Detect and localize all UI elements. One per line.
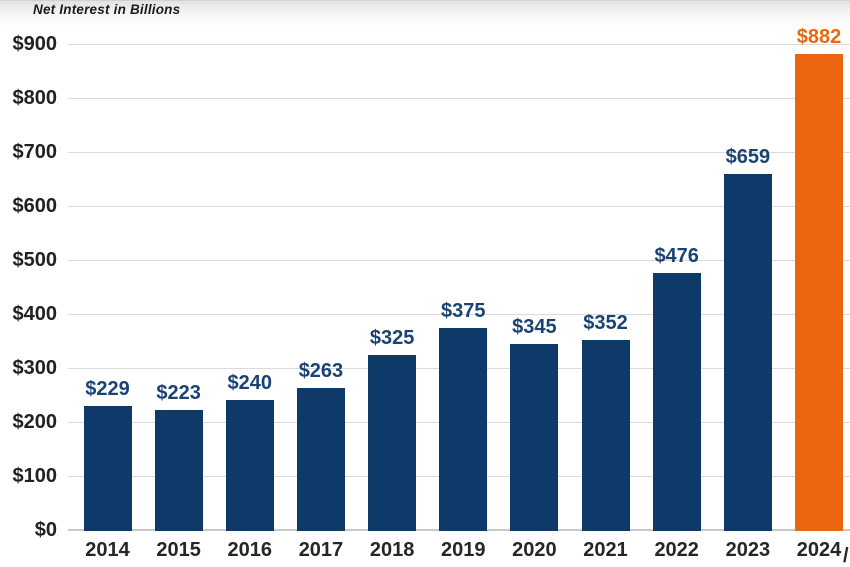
x-tick-label-2024: 2024/ (796, 539, 849, 567)
gridline-900 (68, 44, 850, 45)
y-tick-label-500: $500 (12, 249, 58, 271)
gridline-400 (68, 314, 850, 315)
bar-2020 (510, 343, 559, 531)
gridline-500 (68, 260, 850, 261)
value-label-2022: $476 (654, 244, 699, 267)
bar-2016 (225, 400, 274, 531)
value-label-2023: $659 (725, 146, 771, 169)
y-tick-label-800: $800 (12, 87, 58, 109)
bar-2017 (296, 387, 345, 531)
y-tick-label-400: $400 (12, 303, 58, 325)
y-tick-label-200: $200 (12, 411, 58, 433)
value-label-2014: $229 (85, 378, 130, 401)
value-label-2024: $882 (796, 25, 842, 48)
value-label-2015: $223 (156, 381, 201, 404)
chart-title: Net Interest in Billions (33, 2, 181, 17)
x-tick-label-2021: 2021 (583, 539, 628, 561)
gridline-600 (68, 206, 850, 207)
x-tick-label-2014: 2014 (85, 539, 130, 561)
window-top-edge (0, 0, 850, 27)
bar-2022 (652, 272, 701, 531)
x-tick-label-2016: 2016 (227, 539, 273, 561)
y-tick-label-0: $0 (34, 519, 57, 541)
y-tick-label-700: $700 (12, 141, 58, 163)
x-tick-label-2015: 2015 (156, 539, 201, 561)
x-tick-label-2019: 2019 (441, 539, 486, 561)
value-label-2017: $263 (298, 359, 344, 382)
gridline-800 (68, 98, 850, 99)
x-tick-label-2018: 2018 (369, 539, 415, 561)
bar-2014 (83, 406, 132, 531)
x-tick-label-2022: 2022 (654, 539, 699, 561)
y-tick-label-100: $100 (12, 465, 58, 487)
bar-2018 (368, 354, 417, 531)
x-tick-label-2017: 2017 (298, 539, 344, 561)
y-tick-label-300: $300 (12, 357, 58, 379)
bar-2019 (439, 327, 488, 531)
y-tick-label-600: $600 (12, 195, 58, 217)
cropped-slash: / (843, 545, 849, 567)
value-label-2018: $325 (369, 326, 415, 349)
x-tick-label-2023: 2023 (725, 539, 771, 561)
x-tick-label-2020: 2020 (512, 539, 557, 561)
value-label-2020: $345 (512, 315, 557, 338)
bar-2021 (581, 339, 630, 531)
value-label-2019: $375 (441, 299, 486, 322)
bar-2015 (154, 409, 203, 531)
gridline-700 (68, 152, 850, 153)
value-label-2016: $240 (227, 372, 273, 395)
value-label-2021: $352 (583, 311, 628, 334)
bar-2024 (795, 53, 843, 531)
y-tick-label-900: $900 (12, 33, 58, 55)
bar-2023 (723, 174, 772, 531)
